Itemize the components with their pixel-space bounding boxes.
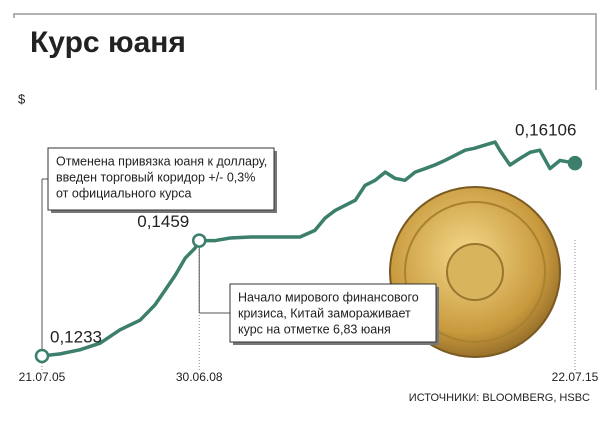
source: ИСТОЧНИКИ: BLOOMBERG, HSBC: [409, 392, 590, 404]
title-bg: [8, 18, 198, 66]
point: [34, 348, 50, 364]
annotation-text: курс на отметке 6,83 юаня: [238, 322, 391, 336]
point: [191, 233, 207, 248]
data-label: 0,1459: [137, 212, 189, 231]
x-tick-label: 21.07.05: [19, 370, 66, 384]
data-label: 0,16106: [515, 121, 576, 140]
annotation-box: [47, 147, 275, 211]
chart-title: Курс юаня: [30, 26, 186, 59]
data-label: 0,1233: [50, 327, 102, 346]
annotation-text: введен торговый коридор +/- 0,3%: [56, 170, 255, 184]
x-tick-label: 30.06.08: [176, 370, 223, 384]
annotation-box: [229, 283, 437, 343]
annotation-text: от официального курса: [56, 186, 191, 200]
y-axis-label: $: [18, 91, 26, 106]
annotation-text: кризиса, Китай замораживает: [238, 306, 411, 320]
x-tick-label: 22.07.15: [552, 370, 599, 384]
point: [567, 155, 583, 171]
annotation-text: Начало мирового финансового: [238, 290, 419, 304]
line: [41, 140, 576, 358]
annotation-text: Отменена привязка юаня к доллару,: [56, 154, 267, 168]
